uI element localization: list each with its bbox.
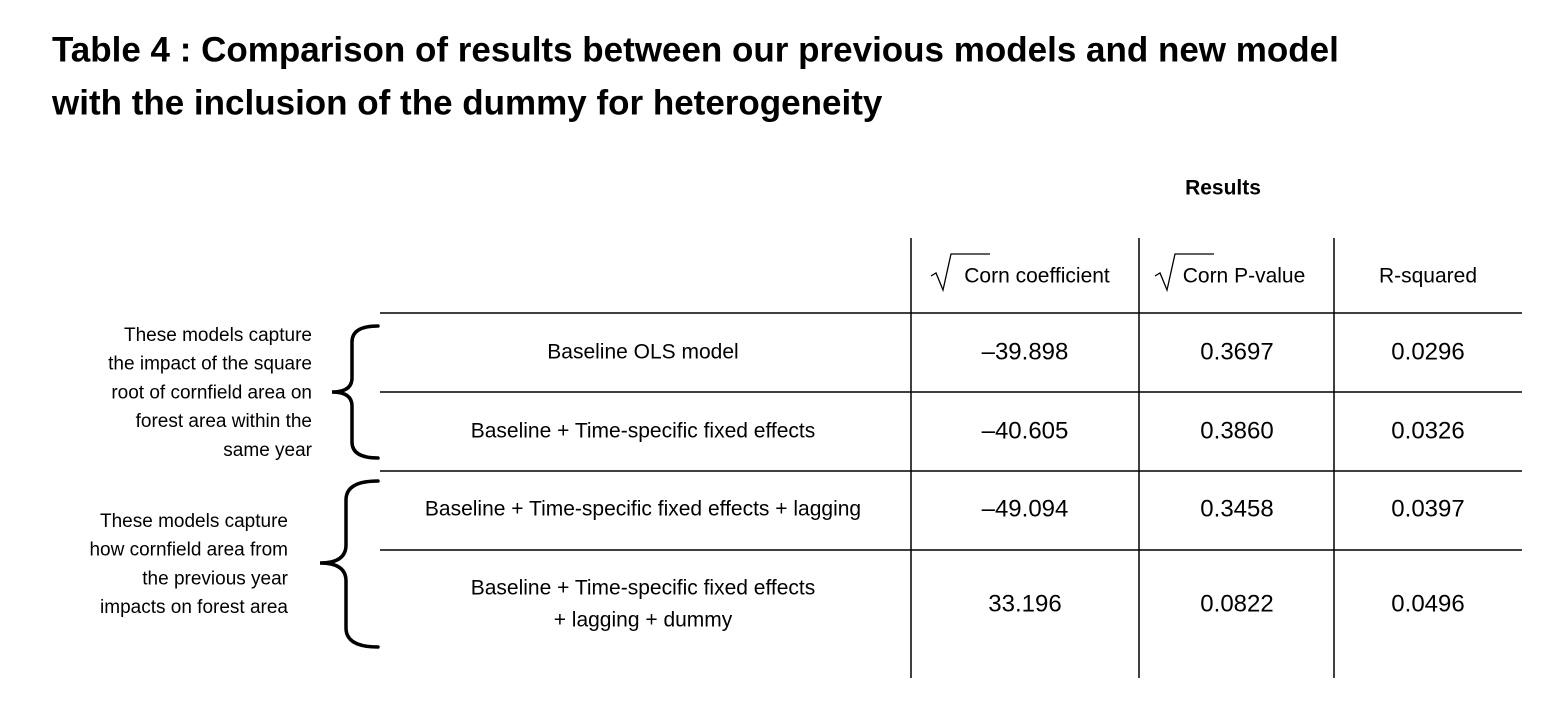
cell-value: 0.0397	[1391, 495, 1464, 522]
note-line: the impact of the square	[108, 354, 312, 375]
row-label: Baseline + Time-specific fixed effects +…	[425, 498, 861, 521]
note-line: These models capture	[100, 511, 288, 532]
note-line: root of cornfield area on	[111, 382, 312, 403]
note-line: These models capture	[124, 325, 312, 346]
note-line: forest area within the	[136, 411, 312, 432]
cell-value: 0.0326	[1391, 417, 1464, 444]
note-line: same year	[223, 440, 312, 461]
row-label: + lagging + dummy	[554, 609, 733, 632]
cell-value: 0.3860	[1200, 417, 1273, 444]
cell-value: 0.0496	[1391, 590, 1464, 617]
note-line: how cornfield area from	[89, 540, 288, 561]
group-header: Results	[1185, 177, 1261, 200]
title-line: with the inclusion of the dummy for hete…	[51, 83, 883, 122]
column-header: R-squared	[1379, 265, 1477, 288]
cell-value: 0.3458	[1200, 495, 1273, 522]
note-line: impacts on forest area	[100, 597, 288, 618]
row-label: Baseline + Time-specific fixed effects	[471, 420, 816, 443]
cell-value: –49.094	[982, 495, 1069, 522]
sqrt-sign	[1154, 253, 1214, 293]
row-label: Baseline + Time-specific fixed effects	[471, 577, 816, 600]
column-header: Corn coefficient	[964, 265, 1110, 288]
brace	[319, 479, 380, 649]
table-lines	[380, 238, 1522, 678]
sqrt-sign	[930, 253, 990, 293]
cell-value: 33.196	[988, 590, 1061, 617]
cell-value: 0.0296	[1391, 338, 1464, 365]
cell-value: –40.605	[982, 417, 1069, 444]
note-line: the previous year	[142, 568, 288, 589]
cell-value: 0.0822	[1200, 590, 1273, 617]
cell-value: 0.3697	[1200, 338, 1273, 365]
brace	[331, 324, 380, 460]
table-body: Baseline OLS model –39.898 0.3697 0.0296 Bas…	[89, 325, 1464, 632]
cell-value: –39.898	[982, 338, 1069, 365]
column-header: Corn P-value	[1183, 265, 1306, 288]
row-label: Baseline OLS model	[547, 341, 738, 364]
title-line: Table 4 : Comparison of results between …	[52, 30, 1339, 69]
